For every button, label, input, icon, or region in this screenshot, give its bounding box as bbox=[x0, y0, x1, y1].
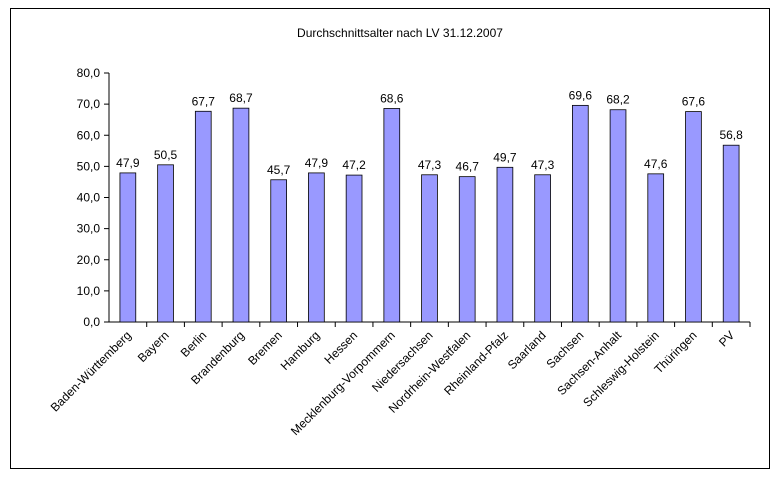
value-label: 69,6 bbox=[569, 88, 593, 102]
y-tick-label: 30,0 bbox=[77, 222, 101, 236]
bar bbox=[383, 108, 401, 323]
y-tick-label: 50,0 bbox=[77, 159, 101, 173]
y-tick-label: 20,0 bbox=[77, 253, 101, 267]
value-label: 47,2 bbox=[342, 158, 366, 172]
value-label: 46,7 bbox=[456, 160, 480, 174]
y-tick-label: 80,0 bbox=[77, 66, 101, 80]
value-label: 45,7 bbox=[267, 163, 291, 177]
bar bbox=[647, 173, 665, 323]
value-label: 67,7 bbox=[192, 94, 216, 108]
bar bbox=[308, 172, 325, 323]
bar bbox=[685, 111, 702, 323]
bar bbox=[119, 172, 137, 323]
value-label: 47,9 bbox=[305, 156, 329, 170]
value-label: 68,7 bbox=[229, 91, 253, 105]
bar bbox=[157, 164, 174, 323]
value-label: 68,6 bbox=[380, 91, 404, 105]
value-label: 67,6 bbox=[682, 95, 706, 109]
bar bbox=[572, 104, 589, 323]
bar bbox=[496, 166, 514, 323]
y-tick-label: 70,0 bbox=[77, 97, 101, 111]
value-label: 47,3 bbox=[418, 158, 442, 172]
bar bbox=[194, 110, 212, 323]
bar bbox=[345, 174, 363, 323]
value-label: 49,7 bbox=[493, 150, 517, 164]
value-label: 50,5 bbox=[154, 148, 178, 162]
bar bbox=[232, 107, 250, 323]
bar bbox=[609, 109, 627, 323]
value-label: 47,6 bbox=[644, 157, 668, 171]
bar bbox=[270, 179, 287, 323]
bar bbox=[722, 144, 740, 323]
value-label: 68,2 bbox=[606, 93, 630, 107]
y-tick-label: 10,0 bbox=[77, 284, 101, 298]
y-tick-label: 0,0 bbox=[83, 315, 100, 329]
value-label: 47,9 bbox=[116, 156, 140, 170]
chart-title: Durchschnittsalter nach LV 31.12.2007 bbox=[297, 26, 503, 40]
value-label: 47,3 bbox=[531, 158, 555, 172]
bar bbox=[421, 174, 438, 323]
bar bbox=[458, 176, 476, 323]
y-tick-label: 40,0 bbox=[77, 191, 101, 205]
value-label: 56,8 bbox=[719, 128, 743, 142]
y-tick-label: 60,0 bbox=[77, 128, 101, 142]
bar bbox=[534, 174, 551, 323]
